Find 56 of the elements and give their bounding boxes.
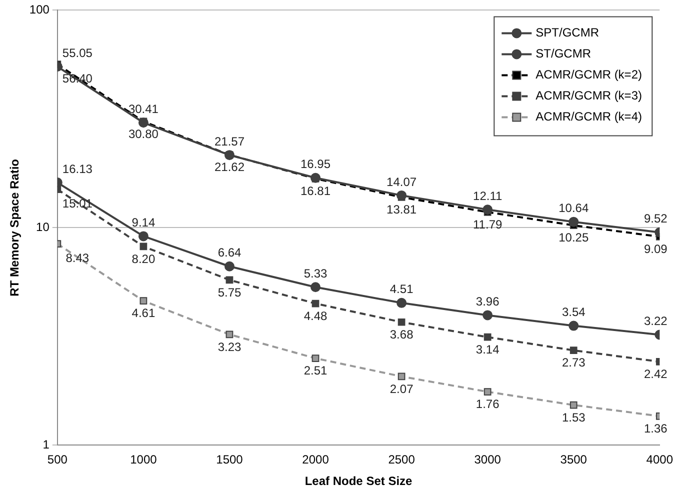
data-label: 2.51 <box>304 364 328 378</box>
x-tick-label: 1000 <box>130 452 158 467</box>
data-label: 3.54 <box>562 305 586 320</box>
y-axis-title: RT Memory Space Ratio <box>8 159 22 296</box>
data-label: 10.64 <box>558 201 589 216</box>
data-label: 2.07 <box>390 382 414 396</box>
data-label: 2.73 <box>562 356 586 370</box>
x-tick-label: 4000 <box>646 452 674 467</box>
data-label: 9.52 <box>644 212 668 226</box>
data-label: 2.42 <box>644 367 668 382</box>
legend-label: ACMR/GCMR (k=3) <box>536 88 642 103</box>
data-label: 12.11 <box>473 188 502 203</box>
data-label: 8.43 <box>66 251 90 266</box>
y-tick-label: 10 <box>36 220 50 234</box>
data-label: 16.81 <box>300 184 331 198</box>
data-label: 30.41 <box>128 102 159 116</box>
data-label: 4.61 <box>132 306 156 320</box>
data-label: 55.05 <box>62 46 93 60</box>
data-label: 30.80 <box>128 126 159 141</box>
data-label: 3.14 <box>476 342 500 356</box>
data-label: 3.22 <box>644 314 668 328</box>
data-label: 16.95 <box>300 157 331 172</box>
x-tick-label: 2000 <box>302 452 330 467</box>
x-tick-label: 500 <box>47 452 68 467</box>
y-tick-label: 1 <box>42 438 50 452</box>
legend-label: ACMR/GCMR (k=2) <box>536 68 642 82</box>
legend-label: ST/GCMR <box>536 46 592 61</box>
x-axis-title: Leaf Node Set Size <box>304 474 413 488</box>
legend-label: SPT/GCMR <box>536 26 600 40</box>
data-label: 5.75 <box>218 285 242 300</box>
data-label: 13.81 <box>386 202 417 217</box>
data-label: 9.09 <box>644 242 668 256</box>
data-label: 21.62 <box>214 160 245 174</box>
data-label: 1.53 <box>562 410 586 424</box>
x-tick-label: 3500 <box>560 452 588 467</box>
y-tick-label: 100 <box>29 2 50 17</box>
data-label: 4.48 <box>304 308 328 323</box>
x-tick-label: 2500 <box>388 452 416 467</box>
x-tick-label: 3000 <box>474 452 502 467</box>
data-label: 6.64 <box>218 246 242 260</box>
x-tick-label: 1500 <box>216 452 244 467</box>
data-label: 10.25 <box>558 230 589 245</box>
data-label: 3.68 <box>390 327 414 342</box>
data-label: 14.07 <box>386 174 417 189</box>
data-label: 8.20 <box>132 252 156 266</box>
data-label: 5.33 <box>304 266 328 280</box>
data-label: 4.51 <box>390 282 414 296</box>
data-label: 21.57 <box>214 134 245 148</box>
data-label: 3.23 <box>218 340 242 354</box>
legend-label: ACMR/GCMR (k=4) <box>536 110 642 124</box>
data-label: 1.76 <box>476 397 500 412</box>
data-label: 9.14 <box>132 216 156 230</box>
data-label: 11.79 <box>473 217 502 232</box>
data-label: 16.13 <box>62 162 93 176</box>
data-label: 1.36 <box>644 421 668 436</box>
data-label: 3.96 <box>476 294 500 309</box>
